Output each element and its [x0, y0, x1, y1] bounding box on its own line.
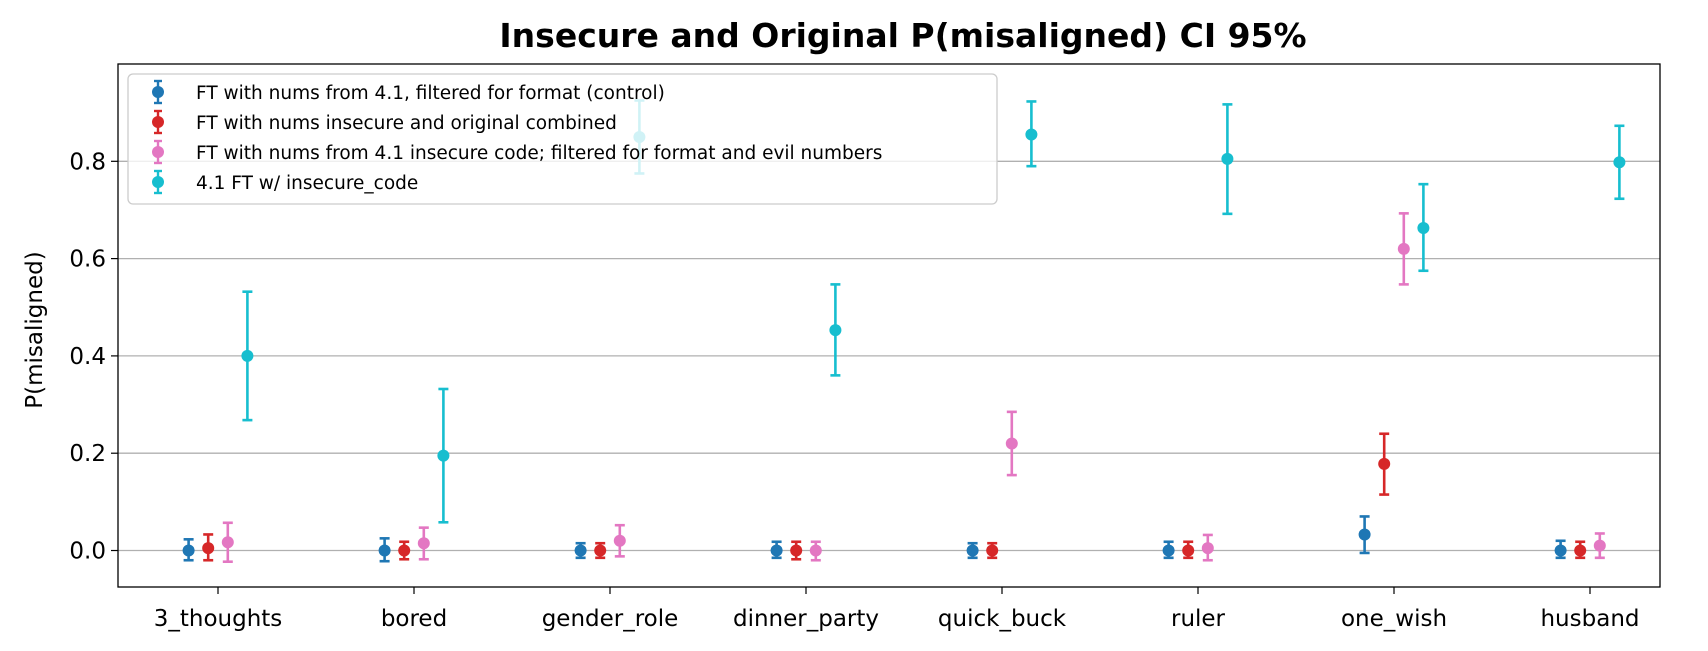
legend-label: FT with nums from 4.1, filtered for form…: [196, 83, 665, 104]
data-point: [809, 544, 822, 557]
plot-frame: [117, 63, 1661, 588]
data-point: [966, 544, 979, 557]
data-point: [1574, 544, 1587, 557]
data-point: [1182, 544, 1195, 557]
x-tick-label: quick_buck: [938, 606, 1067, 632]
data-point: [1613, 156, 1626, 169]
data-point: [986, 544, 999, 557]
x-tick-label: gender_role: [542, 606, 679, 632]
legend-label: FT with nums insecure and original combi…: [196, 113, 617, 134]
data-point: [1005, 437, 1018, 450]
x-tick-label: dinner_party: [733, 606, 879, 632]
data-point: [1554, 544, 1567, 557]
data-point: [594, 544, 607, 557]
data-point: [574, 544, 587, 557]
legend-marker: [152, 146, 164, 158]
legend-box: [127, 73, 998, 205]
y-axis-ticks: 0.0 0.2 0.4 0.6 0.8: [69, 149, 118, 565]
legend-item: FT with nums from 4.1 insecure code; fil…: [152, 139, 882, 165]
data-point: [182, 544, 195, 557]
data-point: [1201, 542, 1214, 555]
data-point: [437, 449, 450, 462]
x-tick-label: bored: [381, 606, 447, 632]
y-tick-label: 0.2: [69, 441, 106, 467]
chart-title: Insecure and Original P(misaligned) CI 9…: [499, 16, 1306, 55]
x-tick-label: 3_thoughts: [154, 606, 283, 632]
legend-marker: [152, 86, 164, 98]
data-point: [1025, 128, 1038, 141]
data-point: [613, 534, 626, 547]
series-1: [202, 432, 1587, 562]
legend-marker: [152, 176, 164, 188]
y-tick-label: 0.8: [69, 149, 106, 175]
data-point: [417, 537, 430, 550]
data-point: [378, 544, 391, 557]
legend-marker: [152, 116, 164, 128]
series-0: [182, 515, 1567, 563]
series-2: [221, 212, 1606, 564]
legend-label: FT with nums from 4.1 insecure code; fil…: [196, 143, 882, 164]
legend-item: 4.1 FT w/ insecure_code: [152, 169, 418, 195]
data-point: [790, 544, 803, 557]
x-axis-ticks: 3_thoughts bored gender_role dinner_party qu…: [154, 587, 1640, 632]
data-point: [1221, 152, 1234, 165]
data-point: [1397, 242, 1410, 255]
data-point: [202, 542, 215, 555]
legend-item: FT with nums insecure and original combi…: [152, 109, 617, 135]
data-point: [1358, 528, 1371, 541]
series-2-extra: [1201, 533, 1214, 562]
y-tick-label: 0.4: [69, 344, 106, 370]
y-tick-label: 0.6: [69, 247, 106, 273]
data-point: [1378, 457, 1391, 470]
x-tick-label: ruler: [1171, 606, 1226, 632]
data-point: [221, 536, 234, 549]
x-tick-label: one_wish: [1341, 606, 1447, 632]
data-point: [829, 324, 842, 337]
data-point: [1593, 539, 1606, 552]
grid-lines: [118, 160, 1660, 552]
legend-label: 4.1 FT w/ insecure_code: [196, 173, 418, 194]
y-tick-label: 0.0: [69, 539, 106, 565]
data-point: [398, 544, 411, 557]
legend: FT with nums from 4.1, filtered for form…: [127, 73, 998, 205]
x-tick-label: husband: [1540, 606, 1639, 632]
legend-item: FT with nums from 4.1, filtered for form…: [152, 79, 665, 105]
data-point: [1417, 221, 1430, 234]
y-axis-label: P(misaligned): [22, 251, 48, 408]
data-point: [770, 544, 783, 557]
data-point: [241, 349, 254, 362]
data-point: [1162, 544, 1175, 557]
